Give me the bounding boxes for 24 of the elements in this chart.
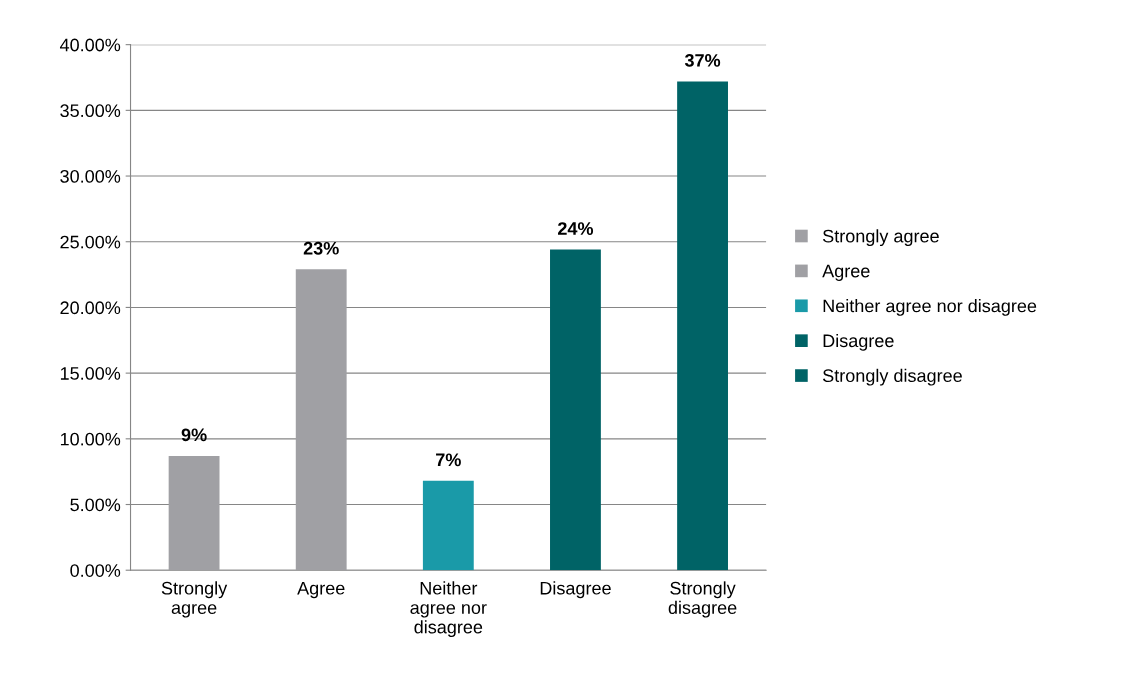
y-tick-label: 10.00% [60, 432, 121, 446]
legend-label: Disagree [823, 333, 894, 351]
x-tick-label: Agree [297, 581, 345, 599]
y-tick-label: 25.00% [60, 235, 121, 249]
y-tick-label: 35.00% [60, 104, 121, 118]
x-tick-label: Strongly agree [161, 581, 228, 618]
legend-label: Strongly agree [822, 229, 939, 247]
y-tick-label: 5.00% [70, 498, 121, 512]
y-tick-label: 0.00% [70, 564, 121, 577]
data-label: 9% [181, 428, 207, 442]
y-tick-label: 30.00% [60, 169, 121, 183]
y-tick-label: 20.00% [60, 301, 121, 315]
legend-label: Strongly disagree [822, 368, 962, 386]
x-tick-label: Disagree [540, 581, 611, 599]
y-tick-label: 40.00% [59, 38, 121, 52]
y-tick-label: 15.00% [60, 367, 121, 380]
data-label: 23% [303, 241, 339, 255]
data-label: 7% [436, 453, 461, 467]
x-tick-label: Neither agree nor disagree [410, 581, 487, 638]
data-label: 24% [558, 222, 594, 235]
x-tick-label: Strongly disagree [668, 581, 737, 618]
data-label: 37% [684, 53, 721, 67]
legend-label: Agree [822, 264, 870, 281]
legend-label: Neither agree nor disagree [823, 299, 1037, 316]
